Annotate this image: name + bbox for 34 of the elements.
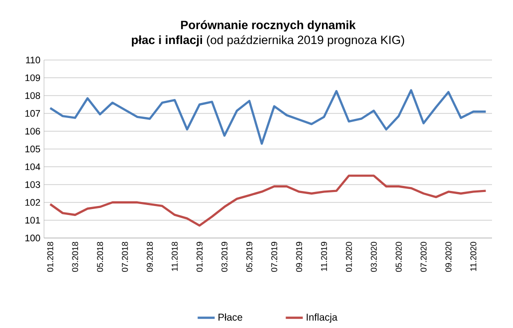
- x-tick-label: 03.2018: [72, 242, 78, 272]
- legend-label: Płace: [218, 313, 242, 321]
- chart-title: Porównanie rocznych dynamik: [181, 20, 356, 32]
- x-tick-label: 03.2020: [370, 242, 377, 272]
- x-tick-label: 07.2019: [271, 242, 278, 272]
- y-tick-label: 105: [25, 146, 40, 152]
- legend-label: Inflacja: [306, 313, 338, 323]
- y-tick-label: 104: [25, 163, 40, 170]
- x-tick-label: 07.2018: [122, 242, 128, 272]
- x-tick-label: 05.2018: [97, 242, 103, 272]
- y-tick-label: 102: [25, 199, 40, 206]
- y-tick-label: 109: [25, 74, 40, 82]
- y-tick-label: 100: [25, 234, 40, 242]
- chart-subtitle: płac i inflacji (od października 2019 prognoza KIG): [132, 35, 404, 47]
- y-tick-label: 106: [25, 128, 40, 135]
- x-tick-label: 05.2020: [396, 242, 402, 272]
- x-tick-label: 09.2018: [146, 242, 153, 272]
- x-tick-label: 05.2019: [246, 242, 252, 272]
- x-tick-label: 01.2020: [346, 242, 352, 272]
- x-tick-label: 09.2020: [445, 242, 452, 272]
- y-tick-label: 108: [25, 92, 40, 99]
- x-tick-label: 11.2018: [172, 242, 178, 271]
- x-tick-label: 01.2019: [196, 242, 203, 272]
- y-tick-label: 110: [26, 56, 40, 64]
- y-tick-label: 103: [25, 181, 40, 188]
- line-series: [49, 89, 487, 145]
- y-tick-label: 107: [25, 110, 40, 117]
- x-tick-label: 11.2020: [470, 242, 476, 271]
- x-tick-label: 09.2019: [296, 242, 302, 272]
- x-tick-label: 07.2020: [420, 242, 427, 272]
- x-tick-label: 03.2019: [221, 242, 228, 272]
- y-tick-label: 101: [25, 216, 40, 224]
- x-tick-label: 01.2018: [47, 242, 54, 272]
- x-tick-label: 11.2019: [321, 242, 327, 271]
